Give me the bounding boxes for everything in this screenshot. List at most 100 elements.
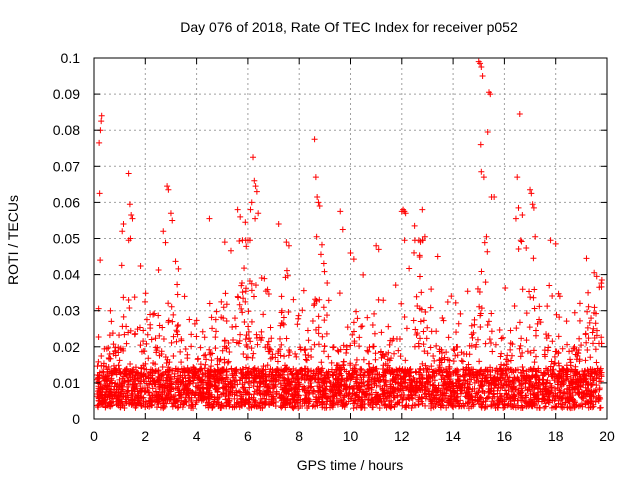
data-point <box>421 348 428 355</box>
data-point <box>353 392 360 399</box>
data-point <box>534 391 541 398</box>
data-point <box>302 365 309 372</box>
data-point <box>129 373 136 380</box>
data-point <box>117 404 124 411</box>
data-point <box>186 316 193 323</box>
data-point <box>370 399 377 406</box>
data-point <box>358 376 365 383</box>
data-point <box>381 402 388 409</box>
data-point <box>486 336 493 343</box>
data-point <box>354 315 361 322</box>
data-point <box>228 384 235 391</box>
data-point <box>245 323 252 330</box>
data-point <box>555 333 562 340</box>
data-point <box>454 366 461 373</box>
data-point <box>134 400 141 407</box>
data-point <box>415 340 422 347</box>
data-point <box>299 307 306 314</box>
data-point <box>324 372 331 379</box>
data-point <box>277 335 284 342</box>
data-point <box>223 301 230 308</box>
data-point <box>527 294 534 301</box>
data-point <box>329 397 336 404</box>
data-point <box>295 392 302 399</box>
data-point <box>402 402 409 409</box>
data-point <box>191 320 198 327</box>
data-point <box>518 397 525 403</box>
data-point <box>246 378 253 385</box>
data-point <box>270 384 277 391</box>
data-point <box>120 294 127 301</box>
data-point <box>246 335 253 342</box>
data-point <box>116 357 123 364</box>
data-point <box>598 340 605 347</box>
data-point <box>593 273 600 280</box>
data-point <box>225 358 232 365</box>
data-point <box>265 291 272 298</box>
data-point <box>358 323 365 330</box>
data-point <box>184 386 191 393</box>
data-point <box>554 392 561 399</box>
data-point <box>429 382 436 389</box>
data-point <box>207 381 214 388</box>
data-point <box>125 170 132 177</box>
data-point <box>516 345 523 352</box>
data-point <box>99 400 106 407</box>
data-point <box>171 373 178 380</box>
data-point <box>239 384 246 391</box>
data-point <box>210 401 217 408</box>
data-point <box>304 372 311 379</box>
data-point <box>350 256 357 263</box>
data-point <box>248 370 255 377</box>
data-point <box>106 403 113 410</box>
data-point <box>245 399 252 406</box>
data-point <box>589 366 596 373</box>
data-point <box>285 242 292 249</box>
data-point <box>474 389 481 396</box>
data-point <box>279 403 286 410</box>
data-point <box>482 340 489 347</box>
data-point <box>155 398 162 405</box>
data-point <box>517 369 524 376</box>
data-point <box>438 355 445 362</box>
data-point <box>246 237 253 244</box>
data-point <box>589 329 596 336</box>
data-point <box>591 269 598 276</box>
data-point <box>165 317 172 324</box>
data-point <box>95 404 102 411</box>
data-point <box>95 334 102 341</box>
data-point <box>349 331 356 338</box>
data-point <box>216 374 223 381</box>
data-point <box>373 242 380 249</box>
data-point <box>499 334 506 341</box>
data-point <box>142 360 149 367</box>
data-point <box>169 217 176 224</box>
data-point <box>169 367 176 374</box>
data-point <box>300 383 307 390</box>
y-tick-label: 0.09 <box>53 86 80 102</box>
data-point <box>381 372 388 379</box>
data-point <box>555 397 562 404</box>
data-point <box>527 186 534 193</box>
data-point <box>329 383 336 390</box>
data-point <box>230 374 237 381</box>
data-point <box>596 378 603 385</box>
data-point <box>496 398 503 405</box>
data-point <box>319 333 326 340</box>
data-point <box>535 376 542 383</box>
data-point <box>251 403 258 410</box>
data-point <box>523 244 530 251</box>
data-point <box>209 325 216 332</box>
data-point <box>483 233 490 240</box>
data-point <box>315 371 322 378</box>
data-point <box>261 275 268 282</box>
data-point <box>530 255 537 262</box>
data-point <box>407 392 414 399</box>
data-point <box>366 385 373 392</box>
data-point <box>427 304 434 311</box>
x-tick-label: 18 <box>548 428 564 444</box>
data-point <box>583 255 590 262</box>
data-point <box>484 129 491 136</box>
data-point <box>487 91 494 98</box>
data-point <box>265 391 272 398</box>
